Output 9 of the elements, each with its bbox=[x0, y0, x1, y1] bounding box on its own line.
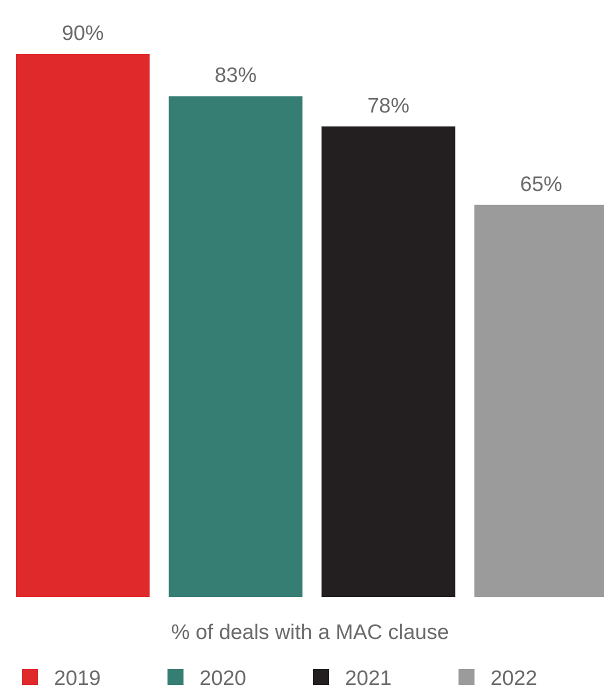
legend-label: 2021 bbox=[345, 667, 392, 689]
data-label: 78% bbox=[367, 94, 410, 118]
data-label: 90% bbox=[62, 22, 104, 45]
data-label: 83% bbox=[214, 64, 257, 88]
legend-label: 2019 bbox=[54, 667, 101, 689]
x-axis-title: % of deals with a MAC clause bbox=[171, 621, 449, 644]
legend-label: 2020 bbox=[200, 667, 246, 689]
data-label: 65% bbox=[520, 172, 562, 196]
legend-label: 2022 bbox=[490, 667, 538, 689]
